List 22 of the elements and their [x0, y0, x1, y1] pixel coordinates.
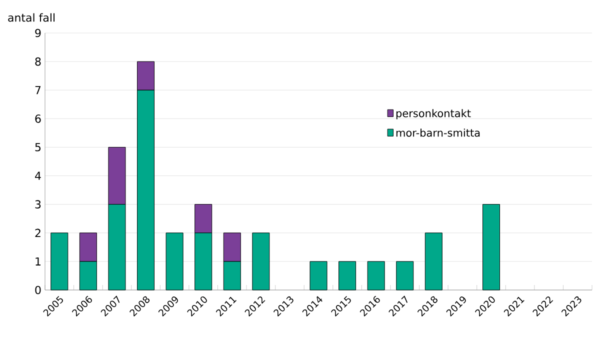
y-tick-label: 9 [35, 28, 41, 38]
y-tick-label: 8 [35, 57, 41, 66]
y-tick-label: 1 [36, 257, 40, 266]
bar [424, 232, 442, 290]
legend-label: personkontakt [396, 109, 471, 120]
y-tick-label: 2 [35, 228, 40, 237]
y-tick-label: 5 [35, 143, 41, 152]
bar [482, 204, 500, 290]
y-tick-label: 6 [35, 114, 41, 123]
bar [252, 232, 270, 290]
bar [310, 261, 328, 290]
legend-label: mor-barn-smitta [396, 128, 480, 137]
bar [338, 261, 356, 290]
bar [396, 261, 414, 290]
bar [367, 261, 385, 290]
y-tick-label: 7 [35, 86, 41, 94]
bar [166, 232, 184, 290]
y-tick-label: 4 [35, 172, 41, 180]
y-tick-label: 0 [35, 286, 41, 294]
y-tick-label: 3 [35, 200, 41, 208]
y-axis-title: antal fall [8, 13, 55, 22]
bar [50, 232, 68, 290]
